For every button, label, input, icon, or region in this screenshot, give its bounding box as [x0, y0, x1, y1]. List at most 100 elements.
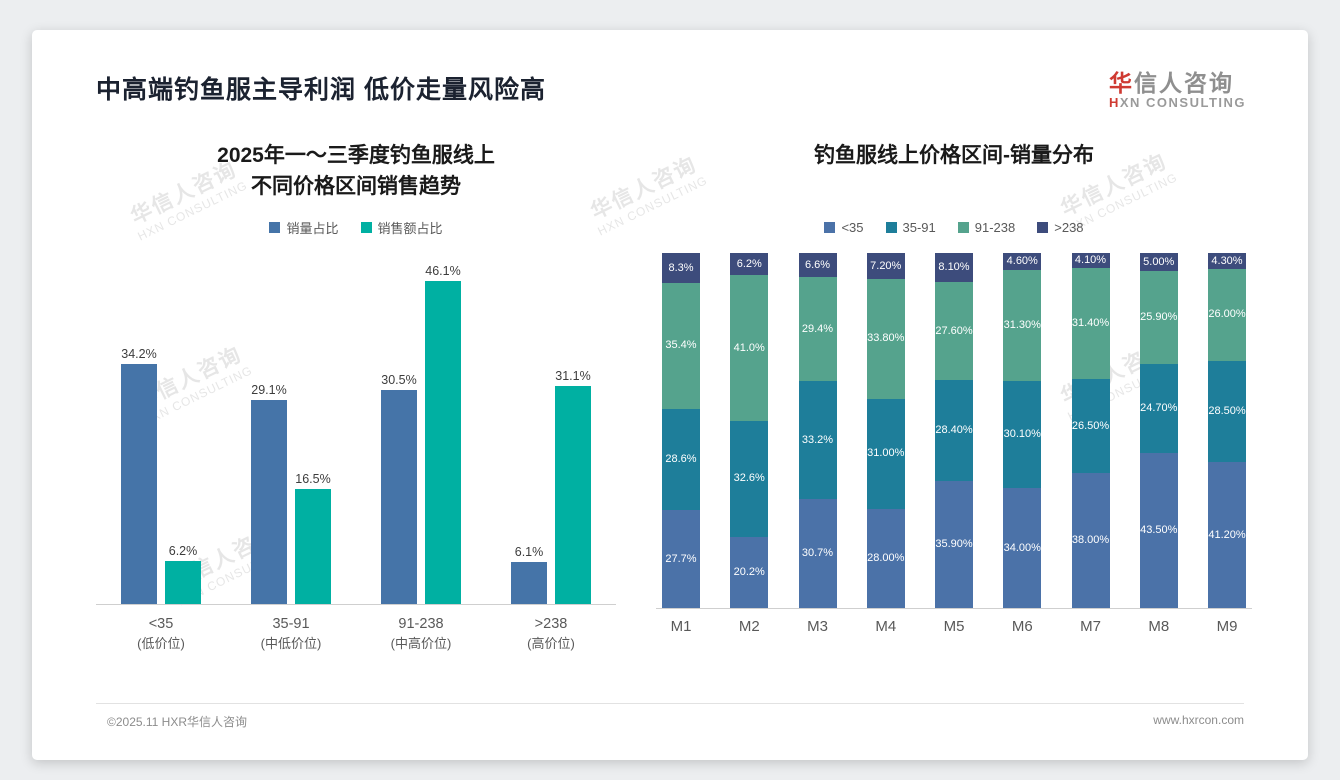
segment-value-label: 7.20%: [870, 259, 902, 272]
category-label: M2: [738, 618, 760, 636]
segment-value-label: 35.90%: [935, 538, 973, 551]
category-label: M3: [807, 618, 828, 636]
segment-value-label: 31.00%: [867, 447, 905, 460]
stack-segment: 26.00%: [1208, 268, 1246, 361]
segment-value-label: 8.3%: [668, 261, 694, 274]
segment-value-label: 28.50%: [1208, 405, 1246, 418]
stack-segment: 7.20%: [866, 253, 905, 279]
stack-segment: 4.60%: [1003, 253, 1042, 270]
slide-card: 华信人咨询 HXN CONSULTING 华信人咨询 HXN CONSULTIN…: [32, 30, 1308, 760]
segment-value-label: 6.6%: [804, 258, 831, 271]
segment-value-label: 27.60%: [935, 324, 973, 337]
category-label: M6: [1011, 618, 1033, 636]
bar-group: 6.1% 31.1%: [511, 253, 591, 605]
stack-segment: 41.20%: [1208, 462, 1246, 609]
legend-item: 销售额占比: [360, 218, 443, 237]
category-label: <35 (低价位): [137, 616, 185, 652]
bar-wrap: 34.2%: [121, 253, 157, 605]
stack-segment: 28.40%: [935, 380, 973, 481]
segment-value-label: 26.00%: [1208, 308, 1246, 321]
segment-value-label: 41.20%: [1208, 528, 1246, 541]
bar-group: 30.5% 46.1%: [381, 253, 461, 605]
legend-swatch: [824, 221, 836, 233]
legend-swatch: [269, 221, 281, 233]
category-label: M4: [875, 618, 897, 636]
bar: [381, 390, 417, 605]
stack-segment: 8.3%: [662, 253, 700, 283]
left-chart-plot: 34.2% 6.2% 29.1% 16.5% 30.5% 46.1% 6.1% 31.1%: [96, 253, 616, 606]
stacked-bar: 41.20% 28.50% 26.00% 4.30%: [1208, 253, 1246, 609]
slide-header: 中高端钓鱼服主导利润 低价走量风险高 华信人咨询 HXN CONSULTING: [32, 30, 1308, 111]
category-label: M8: [1148, 618, 1170, 636]
legend-item: 91-238: [957, 220, 1015, 235]
bar-wrap: 6.2%: [165, 253, 201, 605]
stack-segment: 35.90%: [935, 480, 973, 609]
segment-value-label: 8.10%: [938, 261, 970, 274]
stack-segment: 28.6%: [662, 408, 700, 511]
right-chart-legend: <35 35-91 91-238 >238: [656, 217, 1252, 237]
copyright-text: ©2025.11 HXR华信人咨询: [107, 715, 247, 729]
legend-label: <35: [841, 219, 864, 235]
right-chart-plot: 27.7% 28.6% 35.4% 8.3% 20.2% 32.6% 41.0% 6.2% 30…: [656, 253, 1252, 610]
stack-segment: 24.70%: [1139, 364, 1178, 453]
value-label: 29.1%: [251, 383, 287, 398]
bar-wrap: 6.1%: [511, 253, 547, 605]
value-label: 16.5%: [295, 471, 331, 486]
category-label: M5: [943, 618, 965, 636]
legend-item: <35: [824, 219, 864, 235]
stack-segment: 34.00%: [1003, 487, 1042, 609]
bar: [295, 488, 331, 605]
bar: [121, 364, 157, 605]
stack-segment: 30.10%: [1003, 380, 1042, 488]
value-label: 6.2%: [168, 543, 198, 558]
stack-segment: 29.4%: [798, 276, 837, 382]
segment-value-label: 28.00%: [867, 552, 905, 565]
value-label: 46.1%: [425, 263, 461, 278]
segment-value-label: 30.10%: [1003, 427, 1041, 440]
left-chart-title: 2025年一～三季度钓鱼服线上 不同价格区间销售趋势: [217, 144, 495, 198]
value-label: 6.1%: [514, 544, 544, 559]
bar: [511, 561, 547, 605]
segment-value-label: 4.60%: [1006, 255, 1038, 268]
bar-wrap: 16.5%: [295, 253, 331, 605]
category-label: M7: [1080, 618, 1101, 636]
bar: [165, 560, 201, 605]
stack-segment: 43.50%: [1139, 452, 1178, 609]
segment-value-label: 38.00%: [1071, 534, 1110, 547]
stack-segment: 20.2%: [730, 536, 769, 609]
segment-value-label: 4.10%: [1074, 254, 1107, 267]
legend-label: 销售额占比: [377, 220, 443, 236]
stack-segment: 28.50%: [1208, 360, 1246, 463]
company-logo: 华信人咨询 HXN CONSULTING: [1109, 70, 1246, 111]
bar-wrap: 30.5%: [381, 253, 417, 605]
segment-value-label: 35.4%: [665, 339, 697, 352]
stack-segment: 4.10%: [1071, 253, 1110, 268]
segment-value-label: 30.7%: [801, 547, 834, 560]
stack-segment: 6.6%: [798, 253, 837, 277]
segment-value-label: 20.2%: [733, 566, 765, 579]
stack-segment: 33.80%: [866, 278, 905, 399]
category-label: 35-91 (中低价位): [260, 616, 322, 652]
right-chart-categories: M1 M2 M3 M4 M5 M6 M7 M8 M9: [656, 618, 1252, 635]
segment-value-label: 28.40%: [935, 424, 973, 437]
legend-label: >238: [1054, 219, 1084, 235]
stack-segment: 25.90%: [1139, 271, 1178, 365]
charts-container: 2025年一～三季度钓鱼服线上 不同价格区间销售趋势 销量占比 销售额占比 34.…: [32, 111, 1308, 654]
footer-divider: [96, 703, 1244, 704]
stacked-bar: 28.00% 31.00% 33.80% 7.20%: [866, 253, 905, 609]
segment-value-label: 26.50%: [1071, 419, 1110, 432]
legend-item: 35-91: [885, 220, 936, 235]
segment-value-label: 24.70%: [1140, 401, 1178, 414]
stack-segment: 30.7%: [798, 499, 837, 609]
segment-value-label: 31.30%: [1003, 318, 1041, 331]
segment-value-label: 5.00%: [1143, 255, 1175, 268]
slide-footer: ©2025.11 HXR华信人咨询 www.hxrcon.com: [107, 713, 1244, 730]
bar-wrap: 46.1%: [425, 253, 461, 605]
stack-segment: 27.7%: [662, 510, 700, 609]
stack-segment: 26.50%: [1071, 379, 1110, 474]
stack-segment: 31.30%: [1003, 269, 1042, 381]
segment-value-label: 29.4%: [801, 322, 834, 335]
stacked-bar: 43.50% 24.70% 25.90% 5.00%: [1139, 253, 1178, 609]
value-label: 30.5%: [381, 373, 417, 388]
stack-segment: 8.10%: [935, 253, 973, 283]
